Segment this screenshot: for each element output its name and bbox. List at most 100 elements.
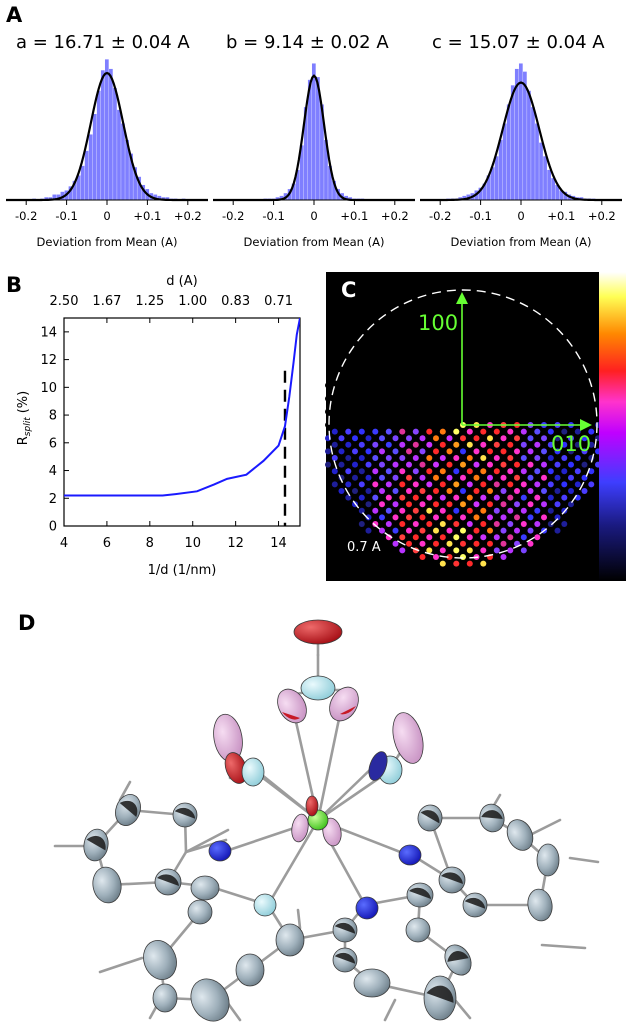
diffraction-spot bbox=[325, 448, 331, 455]
diffraction-spot bbox=[466, 349, 473, 356]
diffraction-spot bbox=[466, 283, 473, 290]
diffraction-spot bbox=[358, 362, 365, 369]
diffraction-spot bbox=[372, 375, 379, 382]
diffraction-spot bbox=[412, 428, 419, 435]
diffraction-spot bbox=[460, 316, 466, 323]
diffraction-spot bbox=[507, 534, 514, 541]
diffraction-spot bbox=[419, 342, 426, 349]
diffraction-spot bbox=[358, 507, 365, 514]
diffraction-spot bbox=[412, 441, 419, 448]
diffraction-spot bbox=[412, 521, 419, 527]
carbon-atom-shade bbox=[86, 836, 106, 851]
carbon-atom-shade bbox=[481, 810, 503, 819]
diffraction-spot bbox=[372, 468, 379, 475]
diffraction-spot bbox=[473, 448, 480, 455]
diffraction-spot bbox=[466, 507, 473, 514]
nitrogen-atom bbox=[241, 757, 265, 787]
diffraction-spot bbox=[338, 435, 345, 442]
diffraction-spot bbox=[446, 527, 453, 534]
resolution-label: 0.7 A bbox=[347, 540, 381, 555]
diffraction-spot bbox=[433, 488, 439, 494]
diffraction-spot bbox=[379, 461, 385, 468]
diffraction-spot bbox=[372, 415, 379, 422]
diffraction-spot bbox=[372, 441, 379, 448]
diffraction-spot bbox=[439, 402, 446, 409]
diffraction-spot bbox=[426, 507, 433, 514]
diffraction-spot bbox=[466, 375, 473, 382]
diffraction-spot bbox=[500, 527, 507, 534]
diffraction-spot bbox=[520, 547, 527, 554]
diffraction-spot bbox=[527, 303, 534, 310]
diffraction-spot bbox=[372, 336, 379, 343]
diffraction-spot bbox=[466, 296, 473, 303]
carbon-atom-shade bbox=[426, 985, 454, 1003]
diffraction-spot bbox=[392, 501, 399, 508]
diffraction-spot bbox=[365, 448, 372, 455]
diffraction-spot bbox=[466, 494, 473, 501]
histogram-bar bbox=[165, 197, 170, 200]
histogram-bar bbox=[275, 197, 280, 200]
diffraction-spot bbox=[325, 395, 331, 402]
diffraction-spot bbox=[345, 349, 352, 356]
diffraction-spot bbox=[433, 501, 439, 508]
diffraction-spot bbox=[541, 329, 547, 336]
diffraction-spot bbox=[439, 428, 446, 435]
x-tick-label: 10 bbox=[184, 536, 201, 551]
histogram-bar bbox=[299, 145, 304, 200]
diffraction-spot bbox=[466, 468, 473, 475]
diffraction-spot bbox=[520, 336, 527, 343]
diffraction-spot bbox=[399, 402, 406, 409]
diffraction-spot bbox=[379, 501, 385, 508]
diffraction-spot bbox=[493, 402, 500, 409]
diffraction-spot bbox=[412, 468, 419, 475]
diffraction-spot bbox=[554, 342, 561, 349]
resolution-ring bbox=[328, 289, 598, 559]
diffraction-spot bbox=[379, 422, 385, 428]
diffraction-spot bbox=[480, 309, 487, 316]
diffraction-spot bbox=[480, 521, 487, 527]
diffraction-spot bbox=[379, 369, 385, 376]
histogram-title: a = 16.71 ± 0.04 A bbox=[16, 32, 190, 53]
diffraction-spot bbox=[453, 494, 460, 501]
diffraction-spot bbox=[433, 527, 439, 534]
diffraction-spot bbox=[365, 501, 372, 508]
diffraction-spot bbox=[547, 349, 554, 356]
diffraction-spot bbox=[345, 389, 352, 395]
x-tick-label: -0.1 bbox=[469, 209, 491, 223]
diffraction-spot bbox=[520, 455, 527, 461]
bond bbox=[568, 856, 600, 864]
diffraction-spot bbox=[412, 415, 419, 422]
diffraction-spot bbox=[581, 448, 588, 455]
diffraction-spot bbox=[372, 389, 379, 395]
oxygen-atom bbox=[305, 795, 319, 817]
diffraction-spot bbox=[581, 395, 588, 402]
x-tick-label: +0.1 bbox=[133, 209, 161, 223]
diffraction-spot bbox=[392, 461, 399, 468]
diffraction-spot bbox=[358, 402, 365, 409]
diffraction-spot bbox=[520, 323, 527, 329]
diffraction-spot bbox=[412, 309, 419, 316]
diffraction-spot bbox=[500, 342, 507, 349]
diffraction-spot bbox=[338, 408, 345, 415]
diffraction-spot bbox=[561, 441, 568, 448]
diffraction-spot bbox=[554, 461, 561, 468]
diffraction-spot bbox=[487, 488, 493, 494]
diffraction-spot bbox=[426, 468, 433, 475]
diffraction-spot bbox=[352, 395, 358, 402]
diffraction-spot bbox=[392, 382, 399, 389]
diffraction-spot bbox=[466, 309, 473, 316]
diffraction-spot bbox=[500, 382, 507, 389]
diffraction-spot bbox=[446, 554, 453, 560]
diffraction-spot bbox=[419, 303, 426, 310]
diffraction-spot bbox=[466, 336, 473, 343]
diffraction-spot bbox=[574, 481, 581, 488]
diffraction-spot bbox=[487, 290, 493, 296]
diffraction-spot bbox=[399, 428, 406, 435]
diffraction-spot bbox=[331, 468, 338, 475]
diffraction-spot bbox=[446, 448, 453, 455]
diffraction-spot bbox=[500, 290, 507, 296]
diffraction-spot bbox=[500, 488, 507, 494]
diffraction-spot bbox=[379, 514, 385, 521]
diffraction-spot bbox=[460, 395, 466, 402]
diffraction-spot bbox=[527, 369, 534, 376]
